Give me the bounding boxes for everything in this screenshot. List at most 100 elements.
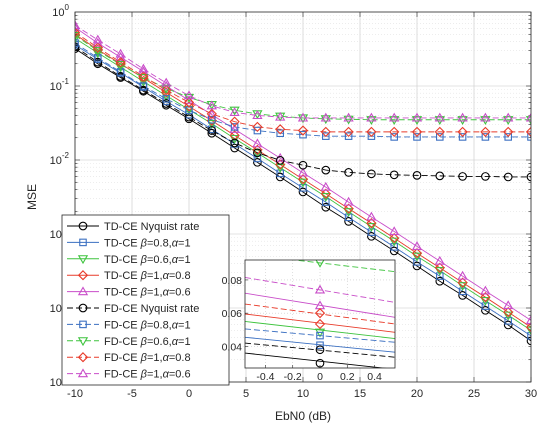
data-point [92, 34, 103, 44]
data-point [389, 126, 400, 138]
data-point [229, 116, 240, 127]
inset-series-line [245, 277, 395, 303]
data-point [92, 47, 103, 56]
data-point [527, 133, 531, 141]
data-point [161, 84, 172, 96]
legend-label: FD-CE β=1,α=0.8 [104, 352, 191, 364]
data-point [344, 213, 353, 222]
inset-y-tick-label: 0.06 [222, 308, 243, 320]
x-axis-label: EbN0 (dB) [275, 409, 331, 423]
y-tick-label: 10-2 [50, 151, 70, 167]
legend-marker [77, 368, 89, 378]
data-point [320, 115, 331, 125]
legend-label: FD-CE Nyquist rate [104, 303, 199, 315]
series-line [75, 24, 531, 119]
legend: TD-CE Nyquist rate TD-CE β=0.8,α=1 TD-CE β… [61, 214, 230, 386]
data-point [230, 138, 239, 148]
data-point [480, 112, 491, 122]
data-point [139, 85, 148, 95]
series-line [75, 42, 531, 138]
data-point [413, 258, 421, 266]
data-point [116, 72, 125, 81]
data-point [503, 311, 514, 321]
data-point [389, 232, 400, 244]
data-point [183, 90, 195, 100]
inset-series-line [245, 313, 395, 333]
data-point [75, 34, 81, 44]
series-line [75, 26, 531, 321]
y-tick-label: 10-1 [50, 77, 70, 93]
data-point [527, 332, 531, 340]
inset-series-line [245, 321, 395, 340]
data-point [75, 20, 81, 29]
series-markers [75, 20, 531, 346]
inset-zoom-plot: -0.4 -0.2 0 0.2 0.4 0.04 0.06 0.08 [222, 259, 396, 383]
legend-marker [79, 320, 87, 329]
data-point [297, 125, 309, 136]
data-point [253, 148, 262, 158]
data-point [434, 262, 445, 273]
inset-series-line [245, 292, 395, 318]
data-point [276, 169, 284, 178]
data-point [320, 126, 331, 138]
data-point [208, 115, 216, 124]
data-point [320, 181, 331, 191]
series-line [75, 32, 531, 133]
data-point [138, 71, 149, 82]
data-point [115, 48, 126, 58]
legend-label: TD-CE Nyquist rate [104, 221, 199, 233]
data-point [344, 168, 353, 177]
data-point [390, 243, 398, 251]
data-point [389, 246, 399, 256]
inset-series-line [245, 303, 395, 325]
data-point [275, 124, 286, 135]
inset-data-point [314, 284, 326, 294]
data-point [343, 196, 354, 206]
data-point [458, 291, 467, 300]
data-point [252, 138, 263, 148]
legend-marker [77, 270, 89, 281]
inset-series [245, 260, 395, 368]
data-point [75, 27, 81, 38]
data-point [503, 172, 513, 182]
data-point [457, 282, 468, 292]
data-point [206, 100, 217, 110]
data-point [390, 133, 398, 141]
data-point [229, 134, 240, 144]
data-point [320, 193, 331, 202]
data-point [252, 149, 263, 159]
legend-marker [78, 303, 88, 313]
inset-y-tick-label: 0.08 [222, 275, 243, 287]
legend-marker [77, 337, 89, 347]
data-point [93, 57, 103, 67]
data-point [458, 287, 467, 296]
data-point [207, 128, 217, 138]
inset-y-tick-label: 0.04 [222, 341, 243, 353]
inset-series-line [245, 352, 387, 368]
data-point [412, 261, 422, 271]
data-point [389, 112, 400, 122]
data-point [480, 126, 491, 138]
x-axis-ticks: -10 -5 0 5 10 15 20 25 30 [67, 12, 537, 400]
data-point [526, 172, 531, 182]
data-point [411, 126, 423, 138]
data-point [343, 126, 354, 138]
data-point [434, 126, 445, 138]
data-point [206, 120, 217, 129]
data-point [253, 154, 262, 163]
data-point [434, 116, 445, 126]
data-point [366, 218, 377, 229]
data-point [275, 172, 285, 182]
inset-data-point [314, 308, 326, 319]
data-point [344, 217, 353, 226]
data-point [322, 132, 330, 140]
data-point [458, 172, 467, 181]
data-point [457, 277, 468, 288]
data-point [276, 129, 284, 138]
data-point [321, 202, 331, 212]
data-point [366, 211, 377, 221]
series-line [75, 35, 531, 121]
data-point [298, 160, 308, 170]
data-point [115, 57, 126, 68]
